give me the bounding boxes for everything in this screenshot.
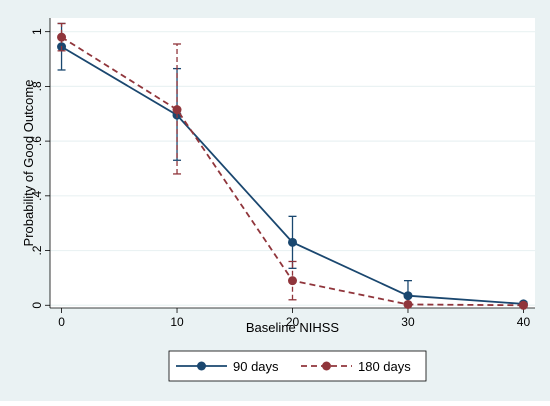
x-tick-label-4: 40 bbox=[517, 315, 531, 329]
point-90-days-3 bbox=[403, 291, 413, 301]
y-tick-label-5: 1 bbox=[30, 28, 44, 35]
x-tick-label-1: 10 bbox=[170, 315, 184, 329]
x-tick-label-0: 0 bbox=[58, 315, 65, 329]
point-180-days-1 bbox=[172, 105, 182, 115]
legend-marker-180-days bbox=[322, 361, 331, 371]
legend-label-90-days: 90 days bbox=[233, 359, 279, 374]
legend-label-180-days: 180 days bbox=[358, 359, 411, 374]
legend-marker-90-days bbox=[197, 361, 206, 371]
x-tick-label-3: 30 bbox=[401, 315, 415, 329]
y-tick-label-1: .2 bbox=[30, 245, 44, 255]
x-axis-label: Baseline NIHSS bbox=[246, 320, 340, 335]
legend: 90 days 180 days bbox=[168, 350, 427, 382]
y-tick-label-0: 0 bbox=[30, 302, 44, 309]
point-180-days-4 bbox=[518, 300, 528, 310]
point-180-days-3 bbox=[403, 299, 413, 309]
x-tick-label-2: 20 bbox=[286, 315, 300, 329]
y-tick-label-2: .4 bbox=[30, 191, 44, 201]
point-90-days-2 bbox=[288, 237, 297, 247]
y-tick-label-4: .8 bbox=[30, 81, 44, 91]
y-axis-label: Probability of Good Outcome bbox=[21, 80, 36, 247]
series-layer bbox=[57, 22, 528, 310]
point-180-days-2 bbox=[288, 276, 297, 286]
axes: 0.2.4.6.810 10 20 30 40 bbox=[30, 18, 535, 329]
y-tick-label-3: .6 bbox=[30, 136, 44, 146]
point-180-days-0 bbox=[57, 32, 67, 42]
